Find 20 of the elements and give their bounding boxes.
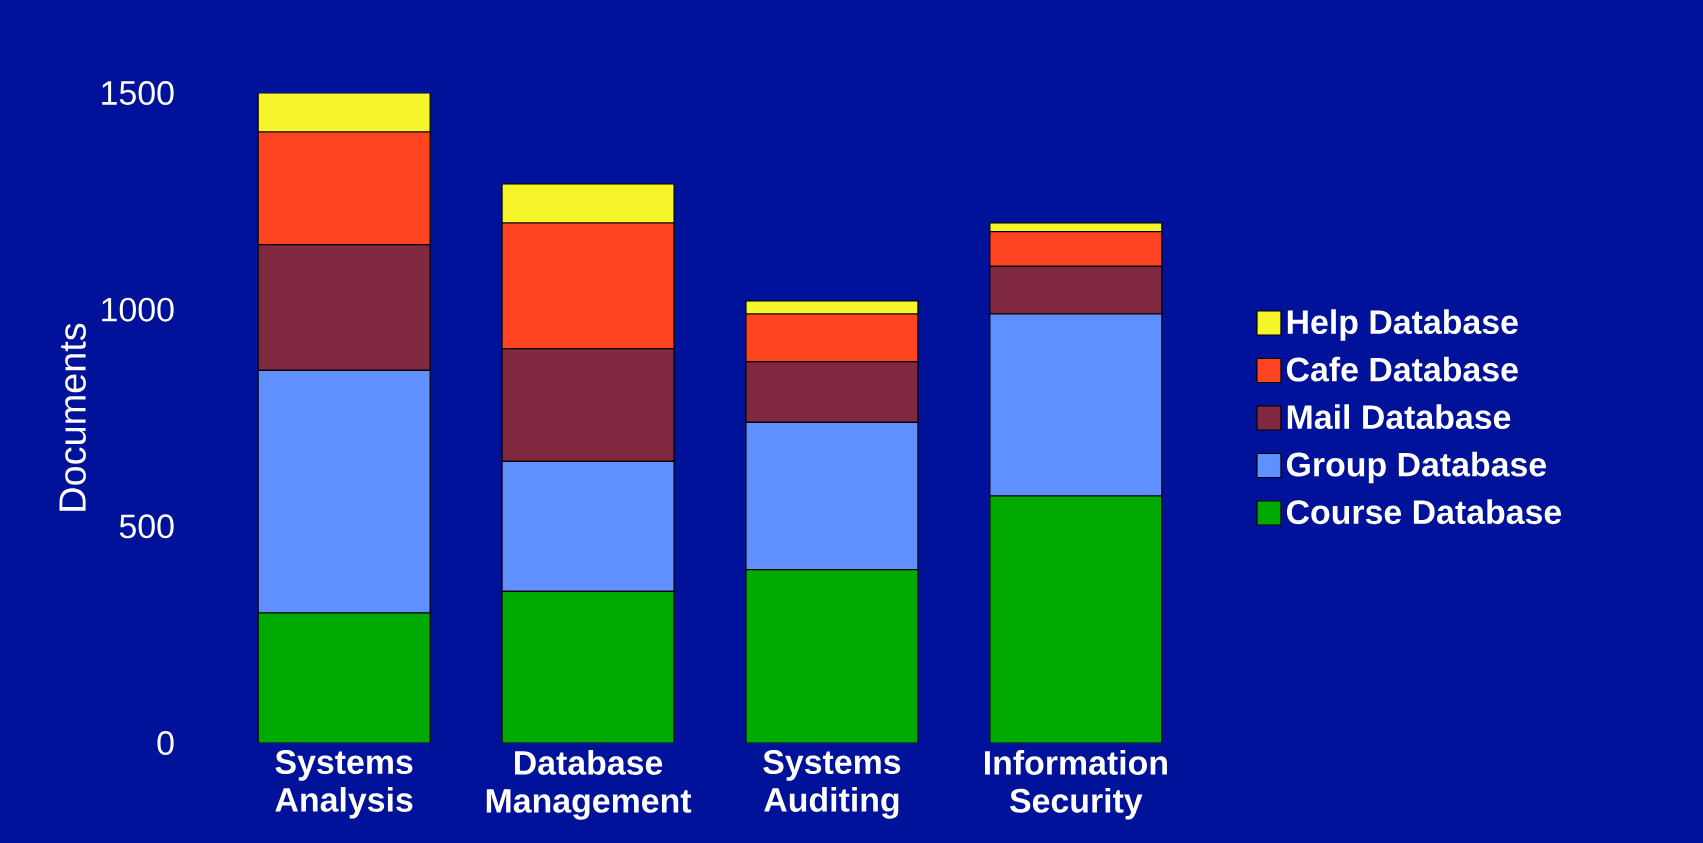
bar [258,613,431,743]
x-tick-label: Systems Analysis [275,750,413,819]
legend-label: Mail Database [1287,404,1511,430]
legend-label: Cafe Database [1286,356,1518,382]
bar [989,495,1163,743]
legend-label: Course Database [1286,499,1562,525]
bar [501,183,675,224]
x-tick-label: Systems Auditing [763,750,901,819]
legend-label: Group Database [1286,451,1547,484]
y-tick-label: 0 [157,731,174,755]
x-tick-label: Information Security [985,750,1167,820]
y-tick-label: 1500 [102,81,174,105]
y-tick-label: 500 [119,514,174,539]
bar [502,591,675,743]
bar [745,569,918,743]
x-tick-label: Database Management [486,750,692,820]
y-axis-title: Documents [59,323,86,511]
y-tick-label: 1000 [102,297,174,322]
legend-label: Help Database [1287,309,1518,341]
bar [257,92,431,133]
